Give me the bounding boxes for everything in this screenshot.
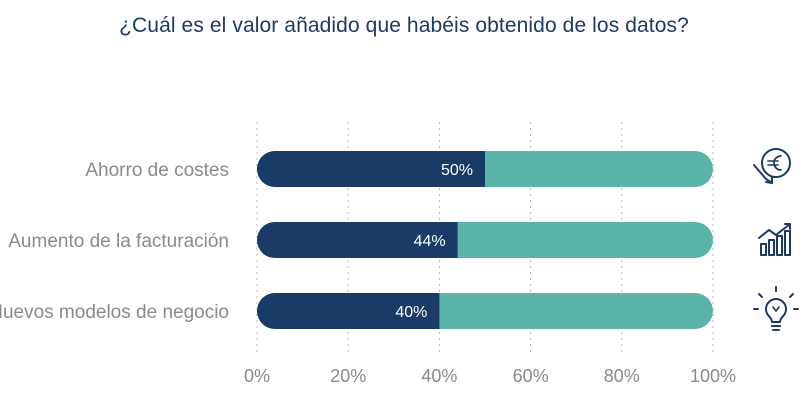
category-label: Ahorro de costes: [85, 160, 229, 181]
category-label: Nuevos modelos de negocio: [0, 302, 229, 323]
bar-row: [257, 151, 713, 187]
bar-value: [257, 151, 485, 187]
euro-down-icon: [753, 148, 791, 184]
category-labels: Ahorro de costes Aumento de la facturació…: [0, 160, 229, 323]
category-label: Aumento de la facturación: [8, 231, 229, 252]
bar-value-label: 50%: [441, 162, 473, 179]
growth-chart-icon: [758, 223, 791, 256]
x-tick-label: 60%: [513, 366, 549, 386]
x-tick-label: 20%: [330, 366, 366, 386]
lightbulb-icon: [753, 286, 799, 331]
bar-value: [257, 293, 440, 329]
bar-value-label: 40%: [395, 304, 427, 321]
chart-title: ¿Cuál es el valor añadido que habéis obt…: [119, 14, 689, 37]
bar-value-label: 44%: [414, 233, 446, 250]
bar-row: [257, 293, 713, 329]
x-axis-ticks: 0% 20% 40% 60% 80% 100%: [244, 366, 736, 386]
x-tick-label: 40%: [421, 366, 457, 386]
x-tick-label: 100%: [690, 366, 736, 386]
bar-row: [257, 222, 713, 258]
x-tick-label: 0%: [244, 366, 270, 386]
bars: 50% 44% 40%: [257, 151, 713, 329]
x-tick-label: 80%: [604, 366, 640, 386]
bar-value: [257, 222, 458, 258]
